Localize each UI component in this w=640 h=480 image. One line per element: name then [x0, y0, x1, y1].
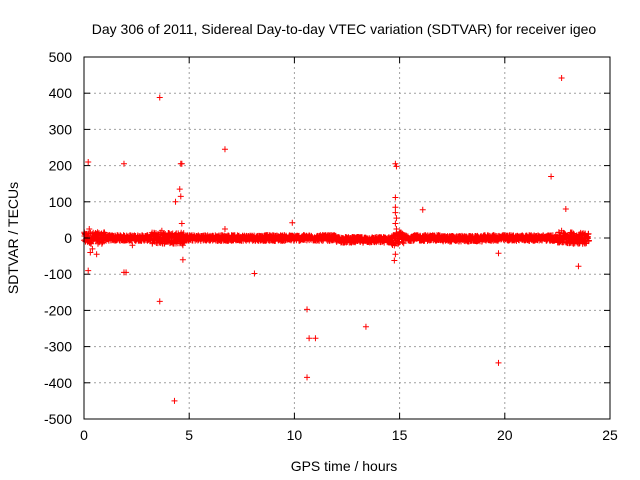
x-tick-label: 10	[287, 427, 303, 443]
outlier-point	[393, 225, 400, 232]
outlier-point	[562, 206, 569, 213]
y-tick-label: -200	[44, 302, 72, 318]
y-tick-label: -400	[44, 375, 72, 391]
y-tick-label: 300	[49, 121, 73, 137]
outlier-point	[392, 194, 399, 201]
outlier-point	[177, 193, 184, 200]
outlier-point	[392, 209, 399, 216]
x-axis-label: GPS time / hours	[291, 458, 398, 474]
outlier-point	[392, 160, 399, 167]
outlier-point	[172, 198, 179, 205]
outlier-point	[495, 250, 502, 257]
outlier-point	[85, 267, 92, 274]
outlier-point	[179, 256, 186, 263]
band-point	[585, 237, 592, 244]
outlier-point	[392, 251, 399, 258]
outlier-point	[289, 219, 296, 226]
outlier-point	[251, 270, 258, 277]
x-tick-label: 15	[392, 427, 408, 443]
outlier-point	[171, 397, 178, 404]
x-tick-label: 0	[80, 427, 88, 443]
y-tick-label: 0	[64, 230, 72, 246]
outlier-point	[558, 74, 565, 81]
outlier-point	[93, 251, 100, 258]
outlier-point	[391, 257, 398, 264]
outlier-point	[306, 335, 313, 342]
x-tick-label: 20	[497, 427, 513, 443]
outlier-point	[85, 158, 92, 165]
outlier-point	[419, 206, 426, 213]
outlier-point	[86, 225, 93, 232]
outlier-point	[221, 146, 228, 153]
outlier-point	[575, 263, 582, 270]
y-tick-labels: -500 -400 -300 -200 -100 0 100 200 300 400 500	[44, 49, 72, 427]
outlier-point	[89, 245, 96, 252]
outlier-point	[123, 269, 130, 276]
axis-ticks	[83, 56, 611, 420]
outlier-point	[176, 186, 183, 193]
outlier-point	[312, 335, 319, 342]
outlier-point	[558, 227, 565, 234]
outlier-point	[304, 306, 311, 313]
y-tick-label: 400	[49, 85, 73, 101]
outlier-point	[393, 215, 400, 222]
outlier-point	[548, 173, 555, 180]
outlier-point	[178, 160, 185, 167]
outlier-point	[156, 298, 163, 305]
outlier-point	[87, 249, 94, 256]
y-axis-label: SDTVAR / TECUs	[5, 182, 21, 294]
y-tick-label: -500	[44, 411, 72, 427]
outlier-point	[156, 94, 163, 101]
outlier-point	[495, 359, 502, 366]
y-tick-label: -300	[44, 339, 72, 355]
y-tick-label: 500	[49, 49, 73, 65]
outlier-point	[178, 220, 185, 227]
outlier-point	[362, 323, 369, 330]
outlier-point	[304, 374, 311, 381]
outlier-point	[393, 163, 400, 170]
data-points	[81, 74, 592, 404]
x-tick-label: 5	[185, 427, 193, 443]
outlier-point	[221, 225, 228, 232]
y-tick-label: -100	[44, 266, 72, 282]
outlier-point	[392, 204, 399, 211]
outlier-point	[120, 160, 127, 167]
outlier-point	[129, 242, 136, 249]
x-tick-labels: 0 5 10 15 20 25	[80, 427, 618, 443]
y-tick-label: 200	[49, 158, 73, 174]
outlier-point	[158, 227, 165, 234]
outlier-point	[392, 220, 399, 227]
x-tick-label: 25	[602, 427, 618, 443]
y-tick-label: 100	[49, 194, 73, 210]
band-point	[585, 230, 592, 237]
outlier-point	[179, 242, 186, 249]
band-point	[570, 230, 577, 237]
chart-title: Day 306 of 2011, Sidereal Day-to-day VTE…	[92, 21, 597, 37]
